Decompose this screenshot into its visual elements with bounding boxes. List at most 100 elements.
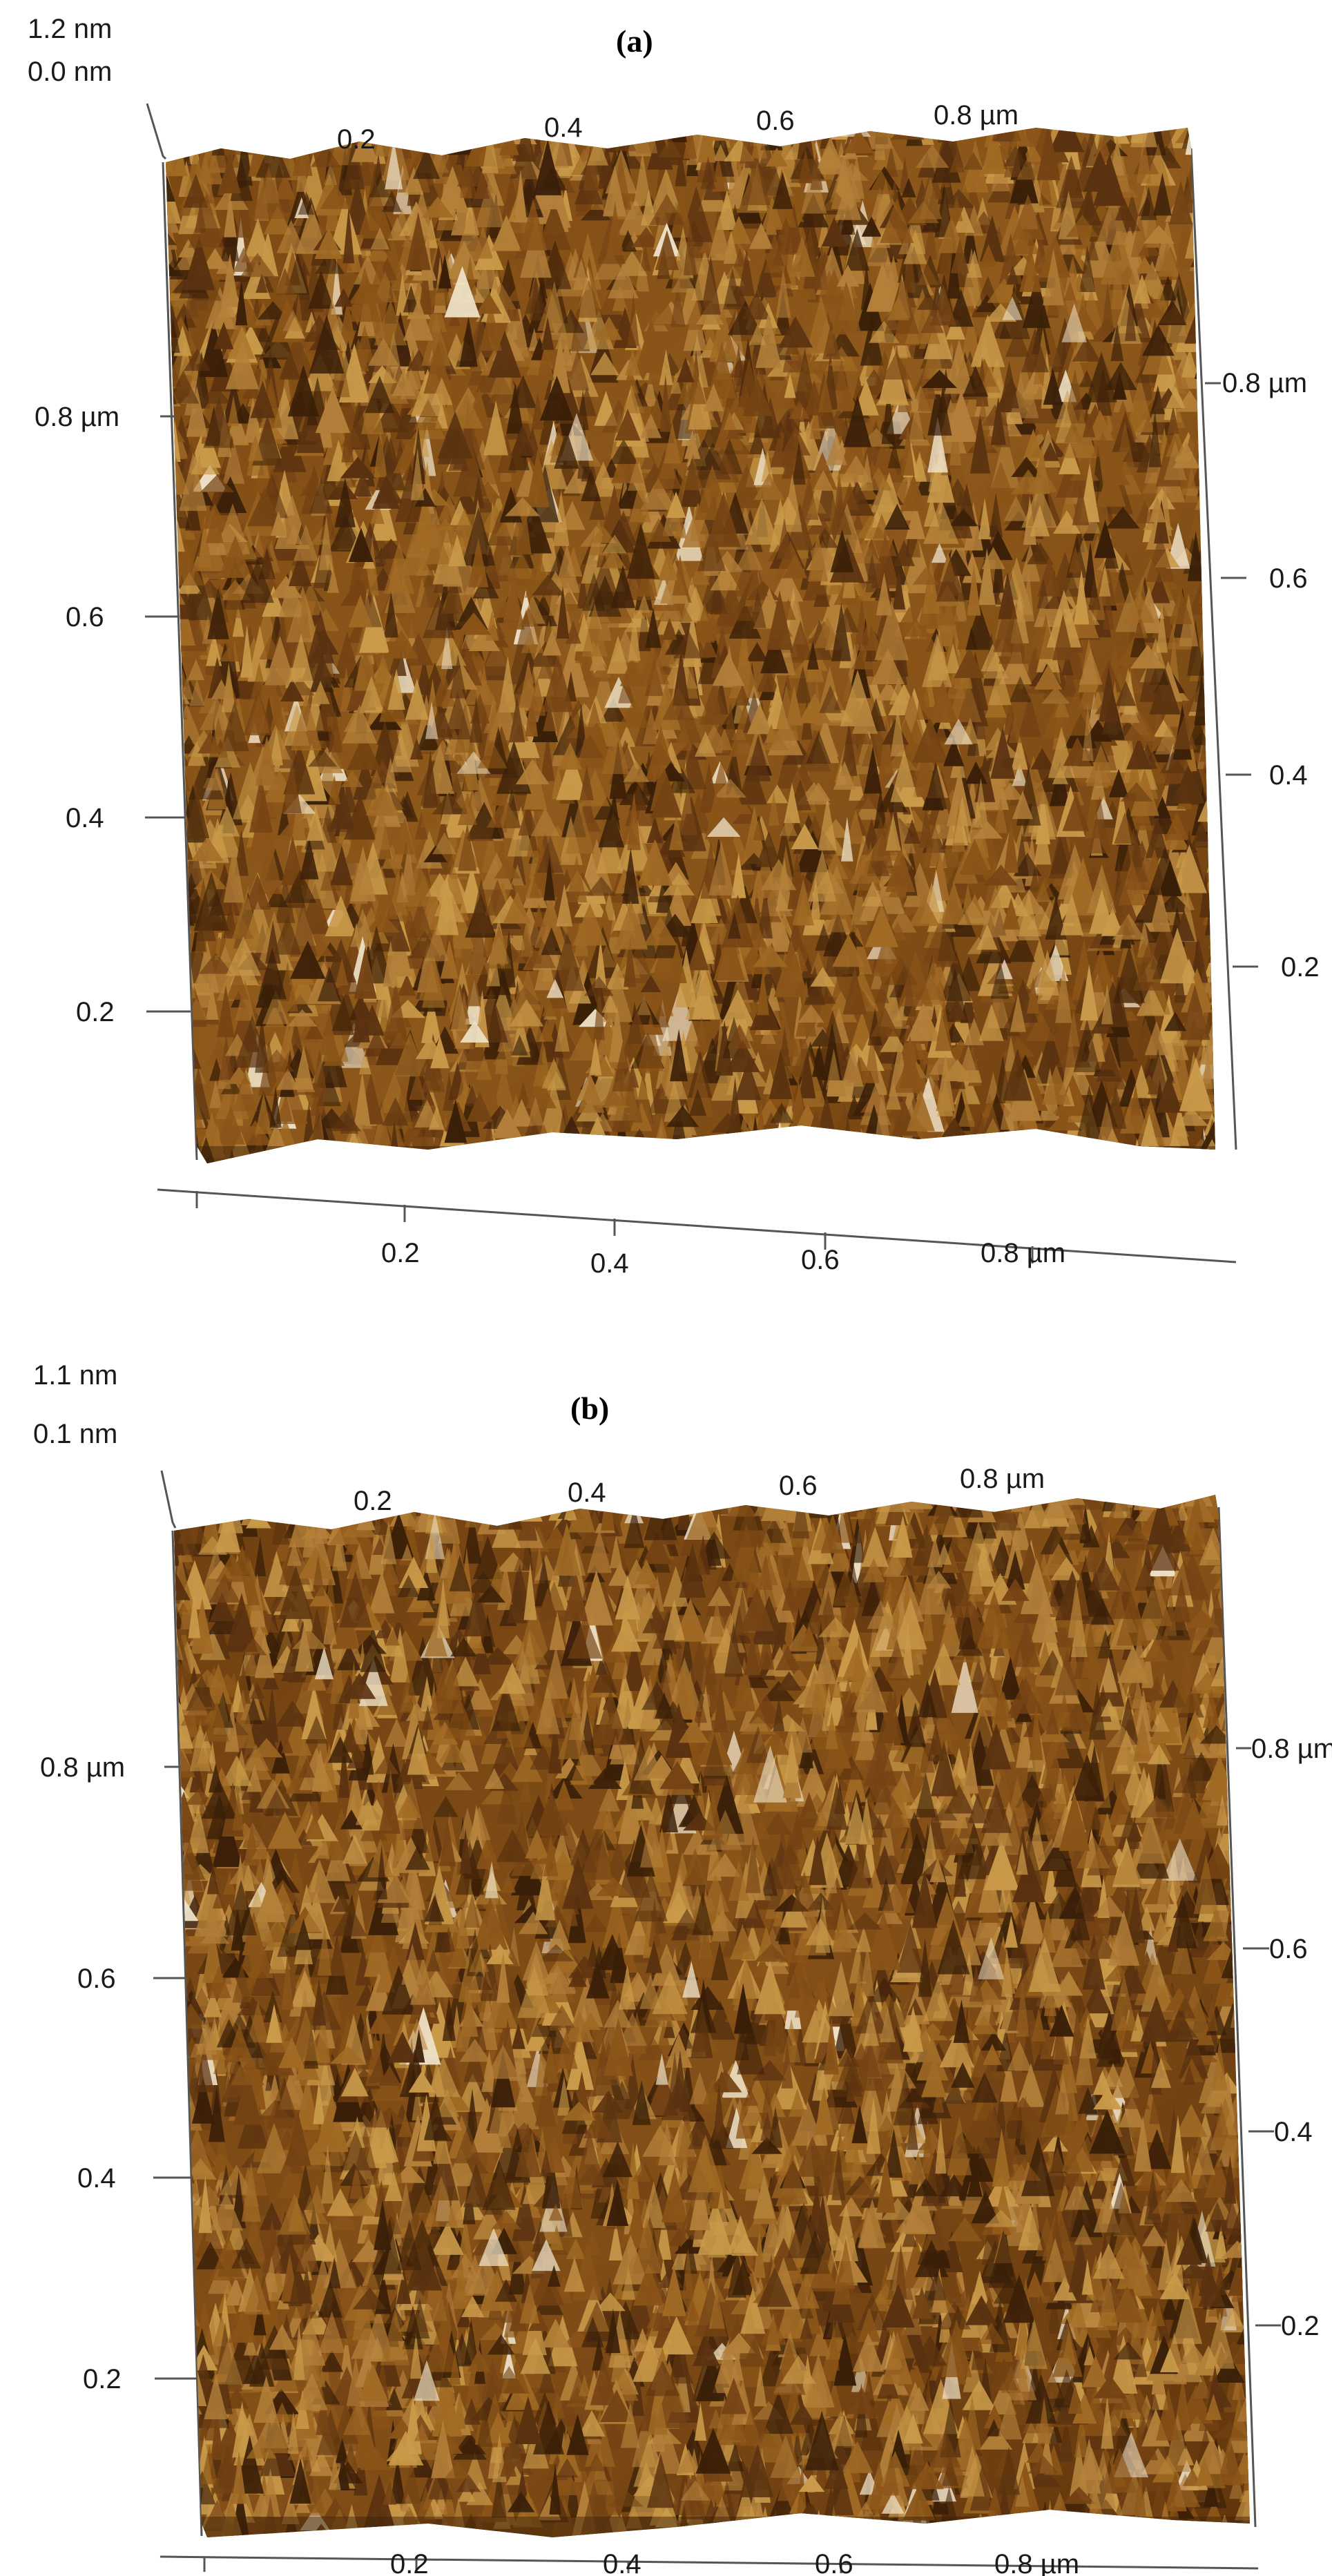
surface-peak (903, 229, 927, 264)
surface-peak (1199, 301, 1215, 351)
surface-peak (330, 845, 353, 886)
surface-peak (166, 352, 171, 407)
surface-peak (761, 905, 793, 952)
surface-peak (874, 982, 889, 1003)
surface-peak (635, 317, 667, 374)
surface-peak (334, 477, 356, 527)
surface-peak (166, 634, 171, 673)
surface-peak (183, 173, 209, 208)
surface-peak (765, 147, 789, 167)
surface-peak (906, 128, 923, 146)
surface-peak (260, 1154, 278, 1163)
surface-peak (184, 146, 207, 197)
surface-peak (621, 1066, 643, 1123)
surface-peak (583, 142, 599, 191)
surface-peak (467, 356, 486, 386)
surface-peak (761, 196, 784, 230)
surface-peak (924, 216, 938, 260)
surface-peak (223, 1131, 258, 1163)
surface-peak (447, 829, 480, 868)
surface-peak (1212, 405, 1215, 440)
surface-peak (249, 128, 282, 137)
surface-peak (1149, 667, 1181, 715)
surface-peak (281, 835, 305, 885)
surface-peak (617, 197, 653, 235)
surface-peak (684, 660, 699, 699)
surface-peak (847, 809, 865, 844)
surface-peak (720, 989, 755, 1027)
surface-peak (688, 1088, 707, 1116)
surface-peak (404, 167, 424, 195)
surface-peak (542, 654, 574, 713)
surface-peak (525, 1078, 557, 1109)
surface-peak (485, 527, 519, 582)
surface-peak (818, 796, 838, 851)
surface-peak (197, 130, 223, 184)
surface-peak (166, 793, 177, 820)
surface-peak (889, 677, 908, 705)
surface-peak (1079, 370, 1094, 387)
surface-peak (335, 469, 358, 487)
surface-peak (244, 396, 262, 443)
surface-peak (219, 637, 251, 662)
surface-peak (443, 128, 465, 148)
surface-peak (908, 399, 925, 442)
surface-peak (835, 162, 869, 181)
surface-peak (166, 853, 171, 894)
surface-peak (418, 260, 432, 315)
surface-peak (603, 165, 627, 217)
surface-peak (538, 654, 554, 679)
surface-peak (200, 697, 234, 730)
surface-peak (173, 854, 186, 878)
surface-peak (786, 1133, 818, 1163)
surface-peak (717, 190, 737, 230)
surface-peak (1025, 1011, 1056, 1041)
surface-peak (1100, 224, 1137, 284)
surface-peak (166, 1087, 184, 1118)
surface-peak (220, 128, 255, 155)
surface-peak (444, 1099, 467, 1143)
surface-peak (484, 128, 505, 148)
surface-peak (1012, 763, 1027, 786)
surface-peak (1136, 984, 1166, 1016)
surface-peak (734, 684, 751, 706)
surface-peak (795, 980, 817, 1037)
surface-peak (1069, 458, 1099, 481)
surface-peak (1208, 436, 1215, 491)
surface-peak (1050, 837, 1071, 875)
surface-peak (166, 730, 178, 764)
surface-peak (775, 1132, 794, 1163)
z-axis-line (146, 103, 167, 160)
surface-peak (588, 662, 618, 682)
surface-peak (715, 1020, 733, 1076)
surface-peak (211, 128, 225, 156)
surface-peak (166, 951, 189, 992)
surface-peak (1135, 501, 1155, 523)
surface-peak (990, 763, 1016, 800)
surface-peak (174, 1090, 192, 1147)
surface-peak (684, 1155, 702, 1163)
surface-peak (961, 311, 981, 361)
surface-peak (639, 244, 651, 271)
surface-peak (815, 243, 829, 290)
surface-peak (601, 548, 627, 569)
surface-peak (1023, 429, 1043, 459)
surface-peak (247, 662, 271, 713)
surface-peak (725, 1040, 760, 1072)
surface-peak (166, 1001, 176, 1029)
surface-peak (374, 879, 398, 920)
surface-peak (872, 139, 906, 170)
surface-peak (186, 386, 208, 437)
surface-peak (622, 384, 645, 414)
surface-peak (166, 1066, 179, 1092)
surface-peak (1169, 180, 1193, 224)
surface-peak (328, 197, 362, 255)
surface-peak (526, 1096, 544, 1126)
surface-peak (836, 385, 858, 411)
surface-peak (580, 128, 608, 137)
surface-peak (1190, 166, 1215, 188)
surface-peak (1195, 452, 1215, 487)
surface-peak (258, 128, 287, 153)
surface-peak (684, 1020, 700, 1047)
surface-peak (599, 907, 611, 927)
